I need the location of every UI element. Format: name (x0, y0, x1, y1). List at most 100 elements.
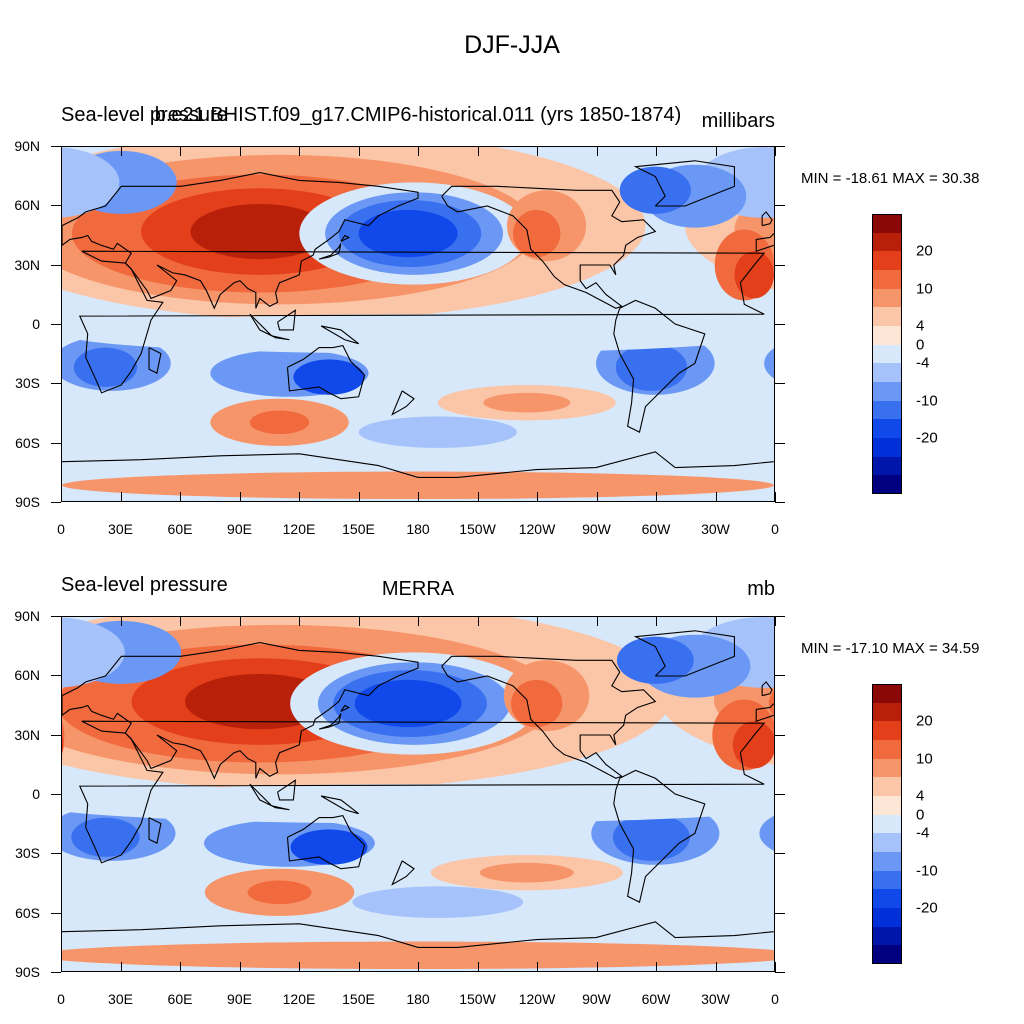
x-tick-mark (537, 962, 538, 972)
x-tick-mark (596, 146, 598, 156)
colorbar-swatch (872, 456, 902, 476)
y-tick-label: 30S (15, 375, 40, 392)
contour-fill (62, 784, 774, 824)
colorbar-swatch (872, 702, 902, 722)
y-tick-mark (51, 442, 61, 444)
coastline (78, 250, 766, 394)
colorbar-swatch (872, 758, 902, 778)
colorbar-label: 4 (916, 787, 925, 805)
y-tick-label: 0 (32, 316, 40, 332)
colorbar-swatch (872, 475, 902, 495)
x-tick-mark (120, 146, 122, 156)
contour-fill (734, 251, 774, 299)
x-tick-mark (775, 616, 776, 626)
colorbar-swatch (872, 270, 902, 290)
x-tick-label: 30E (108, 991, 133, 1007)
coastline (62, 172, 419, 310)
x-tick-label: 150W (459, 521, 496, 537)
coastline (761, 211, 773, 227)
contour-fill (745, 950, 774, 961)
coastline (148, 347, 162, 374)
colorbar-label: -10 (916, 862, 938, 880)
coastline (271, 335, 290, 341)
colorbar-label: -10 (916, 392, 938, 410)
panel-center-label: MERRA (381, 578, 455, 600)
y-tick-label: 0 (32, 786, 40, 802)
colorbar-swatch (872, 740, 902, 760)
figure-title: DJF-JJA (464, 31, 560, 59)
y-tick-mark (51, 616, 61, 617)
x-tick-mark (239, 616, 241, 626)
x-tick-mark (61, 962, 62, 972)
x-tick-mark (537, 492, 538, 502)
coastline (271, 805, 290, 811)
contour-fill (615, 343, 687, 391)
x-tick-mark (239, 492, 241, 502)
y-tick-label: 60N (14, 197, 40, 214)
x-tick-mark (775, 962, 776, 972)
colorbar-swatch (872, 251, 902, 271)
y-tick-mark (51, 502, 61, 503)
colorbar-frame (872, 684, 902, 964)
y-tick-mark (775, 324, 785, 325)
contour-fill (358, 209, 458, 258)
contour-fill (479, 862, 574, 883)
x-tick-label: 120E (282, 521, 316, 537)
colorbar-swatch (872, 796, 902, 816)
x-tick-mark (596, 616, 598, 626)
y-tick-mark (51, 912, 61, 914)
map-plot (61, 616, 775, 972)
coastline (761, 681, 773, 697)
contour-fill (619, 166, 691, 214)
coastline (249, 313, 273, 337)
y-tick-mark (51, 324, 61, 325)
colorbar-label: -20 (916, 899, 938, 917)
y-tick-mark (775, 442, 785, 444)
colorbar-swatch (872, 684, 902, 704)
contour-fill (62, 950, 91, 961)
colorbar-swatch (872, 889, 902, 909)
min-max-stats: MIN = -17.10 MAX = 34.59 (801, 640, 980, 657)
coastline (318, 243, 342, 260)
x-tick-mark (299, 962, 300, 972)
colorbar-label: -20 (916, 429, 938, 447)
y-tick-mark (51, 675, 61, 677)
y-tick-label: 90N (14, 138, 40, 154)
coastline (320, 325, 360, 345)
y-tick-mark (775, 502, 785, 503)
colorbar-swatch (872, 870, 902, 890)
x-tick-label: 120W (518, 521, 556, 537)
x-tick-mark (656, 492, 657, 502)
colorbar-swatch (872, 288, 902, 308)
x-tick-mark (418, 146, 419, 156)
colorbar-label: 0 (916, 806, 925, 824)
colorbar-label: -4 (916, 824, 930, 842)
x-tick-mark (775, 492, 776, 502)
x-tick-mark (656, 616, 657, 626)
contour-map (62, 617, 774, 971)
x-tick-mark (358, 962, 360, 972)
x-tick-label: 150E (342, 991, 375, 1007)
colorbar-swatch (872, 419, 902, 439)
contour-fill (62, 617, 125, 688)
x-tick-mark (477, 616, 479, 626)
coastline (755, 233, 774, 252)
coastline (62, 921, 774, 948)
colorbar-swatch (872, 852, 902, 872)
y-tick-mark (51, 264, 61, 266)
coastline (148, 817, 162, 844)
colorbar-swatch (872, 926, 902, 946)
x-tick-mark (477, 146, 479, 156)
coastline (318, 713, 342, 730)
x-tick-mark (537, 146, 538, 156)
y-tick-mark (775, 972, 785, 973)
y-tick-label: 90N (14, 608, 40, 624)
y-tick-mark (775, 146, 785, 147)
x-tick-mark (358, 616, 360, 626)
x-tick-mark (596, 492, 598, 502)
x-tick-mark (61, 616, 62, 626)
contour-fill (62, 735, 64, 754)
x-tick-mark (299, 492, 300, 502)
x-tick-label: 180 (406, 991, 430, 1007)
panel-units-label: mb (747, 578, 775, 600)
